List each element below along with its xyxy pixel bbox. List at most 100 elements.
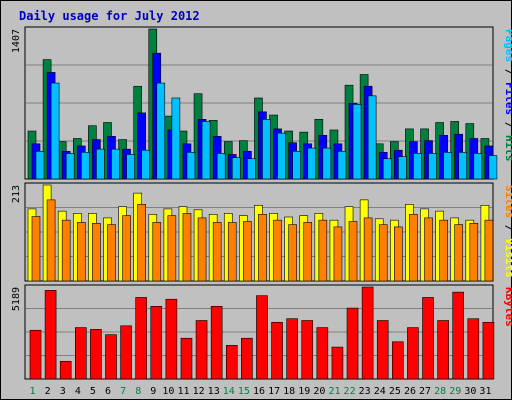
day-label-21: 21 bbox=[328, 386, 340, 397]
bar-sites-28 bbox=[439, 219, 448, 282]
bar-pages-8 bbox=[141, 149, 150, 180]
bar-pages-7 bbox=[126, 154, 135, 180]
bar-sites-15 bbox=[243, 221, 252, 282]
bar-kbytes-2 bbox=[44, 290, 57, 380]
bar-kbytes-5 bbox=[90, 329, 102, 380]
bar-kbytes-18 bbox=[286, 318, 298, 380]
day-label-31: 31 bbox=[479, 386, 491, 397]
day-label-27: 27 bbox=[419, 386, 431, 397]
day-label-4: 4 bbox=[75, 386, 81, 397]
day-label-12: 12 bbox=[193, 386, 205, 397]
day-label-13: 13 bbox=[208, 386, 220, 397]
day-label-16: 16 bbox=[253, 386, 265, 397]
day-label-23: 23 bbox=[359, 386, 371, 397]
bar-kbytes-17 bbox=[271, 321, 283, 380]
y-max-label-2: 213 bbox=[11, 185, 22, 203]
bar-pages-9 bbox=[156, 82, 166, 180]
day-label-18: 18 bbox=[283, 386, 295, 397]
bar-sites-26 bbox=[409, 213, 418, 282]
bar-sites-25 bbox=[394, 226, 403, 282]
bar-kbytes-6 bbox=[105, 334, 117, 380]
bar-sites-27 bbox=[424, 217, 433, 282]
legend-: / bbox=[503, 218, 512, 238]
day-label-1: 1 bbox=[30, 386, 36, 397]
bar-kbytes-12 bbox=[195, 320, 208, 380]
bar-sites-31 bbox=[484, 219, 494, 282]
bar-pages-24 bbox=[382, 158, 392, 180]
day-label-26: 26 bbox=[404, 386, 416, 397]
day-label-11: 11 bbox=[177, 386, 189, 397]
bar-sites-30 bbox=[469, 223, 479, 282]
series-legend-2: Sites / Visits bbox=[503, 185, 512, 278]
bar-pages-5 bbox=[96, 148, 105, 180]
bar-sites-8 bbox=[137, 204, 146, 282]
bar-pages-17 bbox=[277, 132, 286, 180]
day-label-6: 6 bbox=[105, 386, 111, 397]
day-label-2: 2 bbox=[45, 386, 51, 397]
day-label-19: 19 bbox=[298, 386, 310, 397]
bar-kbytes-25 bbox=[392, 341, 404, 380]
legend-kbytes: KBytes bbox=[503, 287, 512, 327]
bar-kbytes-7 bbox=[120, 325, 132, 380]
day-label-9: 9 bbox=[150, 386, 156, 397]
bar-pages-26 bbox=[413, 153, 422, 180]
bar-sites-5 bbox=[92, 223, 101, 282]
day-label-20: 20 bbox=[313, 386, 325, 397]
day-label-14: 14 bbox=[223, 386, 235, 397]
legend-sites: Sites bbox=[503, 185, 512, 218]
bar-sites-18 bbox=[288, 224, 297, 282]
bar-kbytes-23 bbox=[361, 286, 374, 380]
bar-pages-19 bbox=[307, 147, 317, 180]
bar-sites-13 bbox=[212, 222, 222, 282]
day-label-10: 10 bbox=[162, 386, 174, 397]
bar-kbytes-11 bbox=[180, 337, 193, 380]
bar-kbytes-4 bbox=[74, 327, 87, 380]
bar-pages-31 bbox=[488, 155, 498, 180]
day-label-24: 24 bbox=[374, 386, 386, 397]
bar-kbytes-19 bbox=[301, 320, 314, 380]
day-label-3: 3 bbox=[60, 386, 66, 397]
bar-pages-27 bbox=[428, 153, 437, 180]
bar-sites-24 bbox=[378, 224, 388, 282]
bar-sites-23 bbox=[363, 217, 373, 282]
bar-kbytes-29 bbox=[452, 291, 465, 380]
bar-pages-4 bbox=[80, 152, 90, 180]
y-max-label-1: 1407 bbox=[11, 29, 22, 53]
bar-sites-17 bbox=[273, 219, 282, 282]
bar-kbytes-31 bbox=[482, 321, 495, 380]
bar-kbytes-9 bbox=[150, 306, 163, 380]
bar-kbytes-16 bbox=[256, 295, 268, 380]
bar-pages-23 bbox=[367, 95, 377, 180]
day-label-5: 5 bbox=[90, 386, 96, 397]
day-label-28: 28 bbox=[434, 386, 446, 397]
day-label-25: 25 bbox=[389, 386, 401, 397]
series-legend-1: Pages / Files / Hits bbox=[503, 29, 512, 162]
day-label-8: 8 bbox=[135, 386, 141, 397]
bar-pages-13 bbox=[216, 153, 226, 180]
bar-kbytes-1 bbox=[29, 329, 42, 380]
bar-sites-16 bbox=[258, 213, 267, 282]
bar-sites-22 bbox=[348, 221, 358, 282]
bar-kbytes-26 bbox=[407, 327, 419, 380]
bar-pages-18 bbox=[292, 150, 301, 180]
day-label-29: 29 bbox=[449, 386, 461, 397]
day-label-15: 15 bbox=[238, 386, 250, 397]
bar-kbytes-28 bbox=[437, 320, 449, 380]
bar-sites-21 bbox=[333, 226, 343, 282]
bar-pages-11 bbox=[186, 152, 196, 180]
bar-pages-14 bbox=[231, 157, 241, 180]
day-label-30: 30 bbox=[464, 386, 476, 397]
bar-pages-29 bbox=[458, 152, 468, 180]
bar-pages-22 bbox=[352, 104, 362, 180]
bar-pages-20 bbox=[322, 147, 332, 180]
bar-pages-21 bbox=[337, 150, 347, 180]
bar-kbytes-14 bbox=[225, 345, 238, 380]
series-legend-3: KBytes bbox=[503, 287, 512, 327]
bar-kbytes-20 bbox=[316, 327, 329, 380]
bar-kbytes-22 bbox=[346, 307, 359, 380]
bar-kbytes-13 bbox=[210, 306, 223, 380]
bar-kbytes-10 bbox=[165, 298, 178, 380]
bar-kbytes-27 bbox=[422, 297, 434, 380]
